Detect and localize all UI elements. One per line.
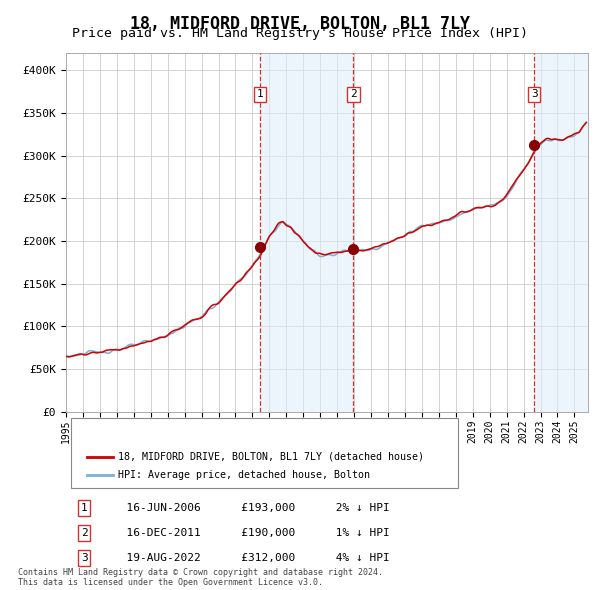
Bar	[260, 53, 353, 411]
Text: 3: 3	[81, 553, 88, 563]
Text: 2: 2	[350, 89, 357, 99]
Text: HPI: Average price, detached house, Bolton: HPI: Average price, detached house, Bolt…	[118, 470, 370, 480]
Text: Contains HM Land Registry data © Crown copyright and database right 2024.
This d: Contains HM Land Registry data © Crown c…	[18, 568, 383, 587]
FancyBboxPatch shape	[71, 418, 458, 488]
Text: 19-AUG-2022      £312,000      4% ↓ HPI: 19-AUG-2022 £312,000 4% ↓ HPI	[113, 553, 390, 563]
Text: 16-DEC-2011      £190,000      1% ↓ HPI: 16-DEC-2011 £190,000 1% ↓ HPI	[113, 528, 390, 538]
Text: 2: 2	[81, 528, 88, 538]
Bar	[534, 53, 588, 411]
Text: Price paid vs. HM Land Registry's House Price Index (HPI): Price paid vs. HM Land Registry's House …	[72, 27, 528, 40]
Text: 16-JUN-2006      £193,000      2% ↓ HPI: 16-JUN-2006 £193,000 2% ↓ HPI	[113, 503, 390, 513]
Text: 1: 1	[257, 89, 263, 99]
Text: 18, MIDFORD DRIVE, BOLTON, BL1 7LY (detached house): 18, MIDFORD DRIVE, BOLTON, BL1 7LY (deta…	[118, 451, 424, 461]
Text: 1: 1	[81, 503, 88, 513]
Text: 18, MIDFORD DRIVE, BOLTON, BL1 7LY: 18, MIDFORD DRIVE, BOLTON, BL1 7LY	[130, 15, 470, 33]
Text: 3: 3	[531, 89, 538, 99]
